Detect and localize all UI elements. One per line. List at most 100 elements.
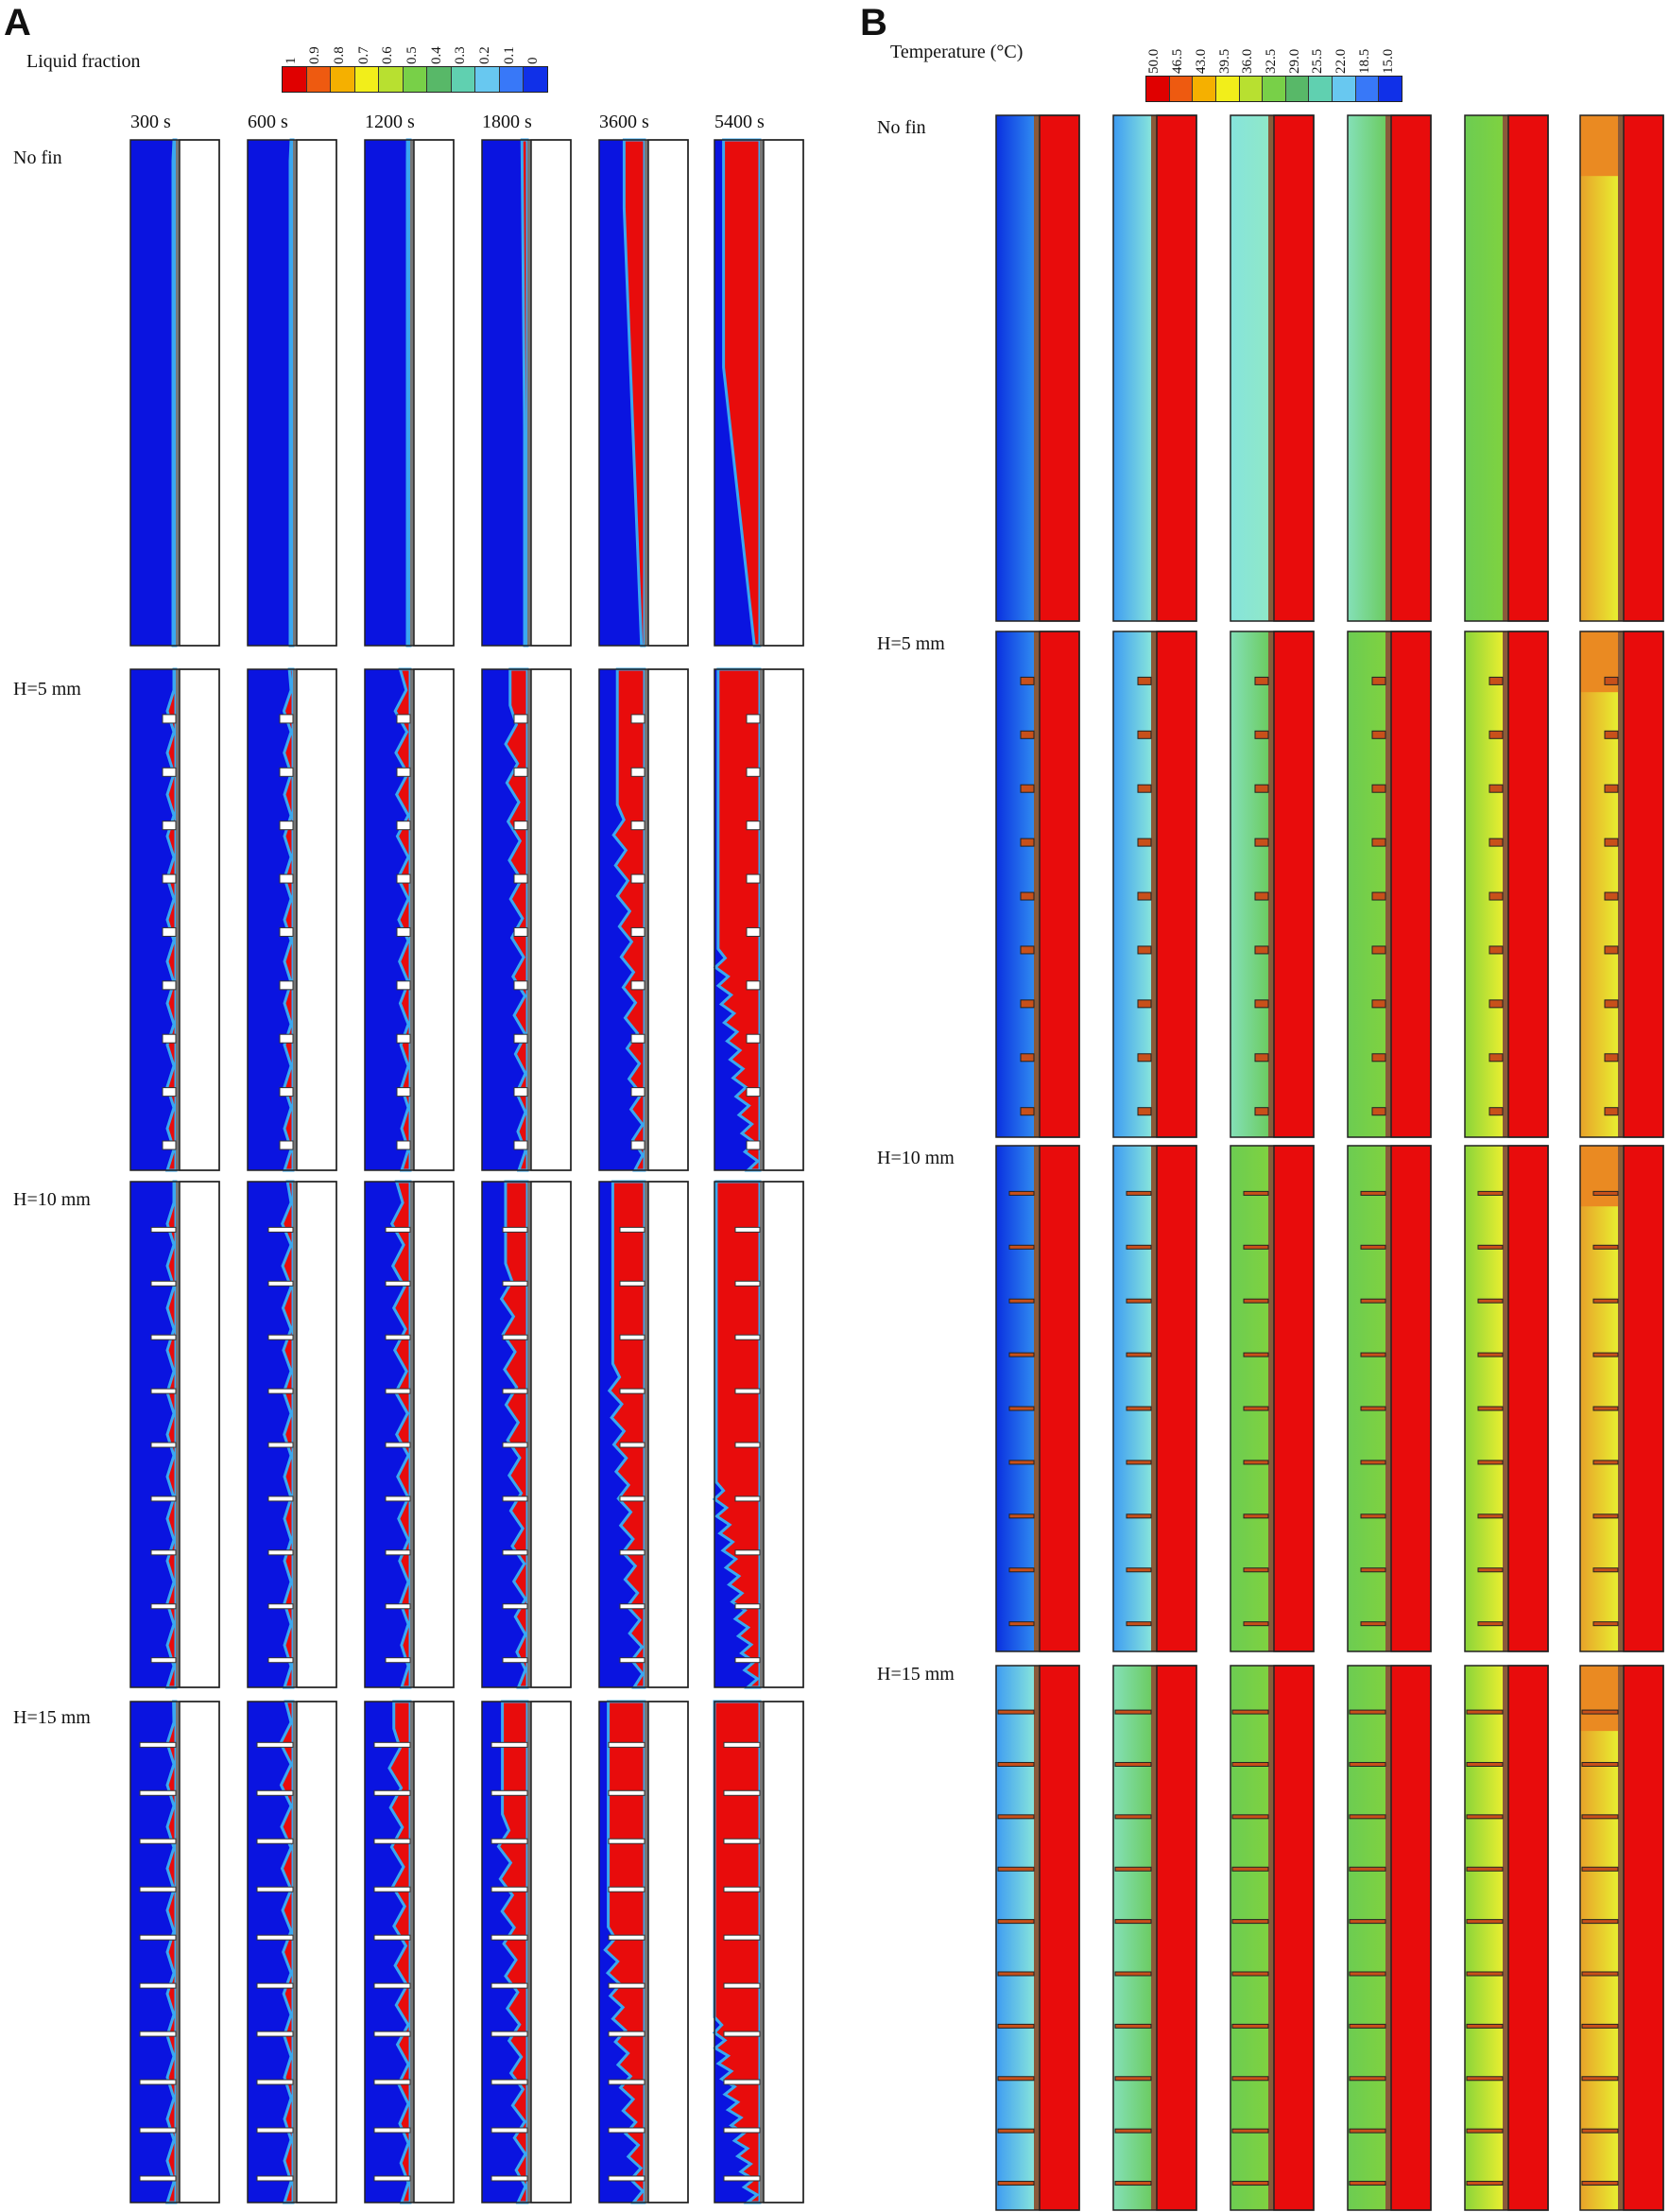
cell-border [1112, 114, 1197, 622]
fin [1254, 784, 1269, 793]
pcm-temperature-region [1465, 1666, 1503, 2210]
time-label-5400s: 5400 s [714, 112, 765, 132]
fin [502, 1442, 528, 1448]
fin [279, 714, 294, 724]
fin [139, 1934, 177, 1941]
fin [630, 714, 645, 724]
fin [1466, 1866, 1504, 1872]
time-label-300s: 300 s [130, 112, 171, 132]
temperature-cell [995, 1665, 1080, 2211]
heated-wall [1268, 631, 1274, 1137]
fin [513, 1140, 528, 1150]
fin [396, 767, 411, 777]
pcm-temperature-region [1580, 631, 1618, 1137]
temperature-cell [1230, 114, 1315, 622]
fin [1581, 1919, 1619, 1925]
fin [1126, 1567, 1152, 1573]
liquid-pcm-region [405, 138, 412, 648]
htf-domain [1507, 1145, 1549, 1652]
cell-border [1230, 631, 1315, 1138]
htf-domain [296, 1701, 337, 2203]
heated-wall [1385, 631, 1391, 1137]
liquid-fraction-cell [364, 1700, 455, 2204]
fin [1488, 999, 1504, 1009]
fin [997, 2181, 1035, 2186]
liquid-fraction-cell [481, 667, 572, 1172]
fin [150, 1549, 177, 1556]
htf-domain [1507, 114, 1549, 622]
fin [630, 1033, 645, 1044]
fin [1126, 1244, 1152, 1250]
htf-domain [1156, 1145, 1197, 1652]
temperature-cell [1347, 114, 1432, 622]
panel-a-letter: A [4, 2, 31, 43]
fin [1349, 1866, 1386, 1872]
fin [150, 1603, 177, 1610]
heated-wall [410, 140, 414, 646]
htf-domain [763, 1181, 804, 1688]
cell-border [1347, 1145, 1432, 1652]
fin [1604, 784, 1619, 793]
fin [502, 1388, 528, 1394]
fin [150, 1226, 177, 1233]
cell-border [714, 1701, 804, 2203]
temperature-cell [1230, 631, 1315, 1138]
temperature-cell [1464, 1665, 1549, 2211]
heated-wall [293, 669, 297, 1170]
heated-wall [1268, 115, 1274, 621]
fin [1488, 838, 1504, 847]
pcm-temperature-region [1465, 631, 1503, 1137]
heated-wall [1034, 1666, 1040, 2210]
fin [139, 1789, 177, 1796]
fin [1371, 1053, 1386, 1063]
fin [1581, 2023, 1619, 2029]
fin [1008, 1298, 1035, 1304]
fin [162, 926, 177, 937]
fin [1254, 730, 1269, 739]
fin [373, 1886, 411, 1892]
heated-wall [1151, 1666, 1157, 2210]
row-label-h15-a: H=15 mm [13, 1707, 91, 1728]
fin [1231, 2181, 1269, 2186]
time-label-3600s: 3600 s [599, 112, 649, 132]
fin [1137, 676, 1152, 685]
cell-border [1230, 1665, 1315, 2211]
fin [723, 1982, 761, 1989]
fin [1231, 1814, 1269, 1820]
fin [997, 1761, 1035, 1767]
fin [256, 1886, 294, 1892]
fin [1020, 676, 1035, 685]
liquid-fraction-cell [712, 1700, 804, 2204]
fin [1126, 1352, 1152, 1357]
fin [1477, 1406, 1504, 1411]
fin [279, 1140, 294, 1150]
temperature-swatch-3 [1215, 77, 1240, 101]
fin [267, 1549, 294, 1556]
cell-border [481, 668, 572, 1171]
fin [385, 1334, 411, 1340]
fin [162, 980, 177, 991]
heated-wall [1034, 115, 1040, 621]
fin [396, 714, 411, 724]
fin [385, 1442, 411, 1448]
fin [1008, 1567, 1035, 1573]
fin [1349, 2076, 1386, 2082]
fin [1371, 676, 1386, 685]
heated-wall [410, 1702, 414, 2203]
fin [1020, 1053, 1035, 1063]
fin [1466, 2023, 1504, 2029]
fin [1581, 1761, 1619, 1767]
pcm-temperature-region [1580, 1666, 1618, 2210]
pcm-temperature-region [996, 1666, 1034, 2210]
cell-border [481, 1181, 572, 1688]
htf-domain [1273, 114, 1315, 622]
fin [1488, 891, 1504, 901]
htf-domain [1507, 1665, 1549, 2211]
fin [1243, 1513, 1269, 1519]
htf-domain [1623, 114, 1664, 622]
fin [1581, 2181, 1619, 2186]
fin [1008, 1406, 1035, 1411]
fin [1592, 1567, 1619, 1573]
fin [997, 1709, 1035, 1715]
time-label-1200s: 1200 s [365, 112, 415, 132]
